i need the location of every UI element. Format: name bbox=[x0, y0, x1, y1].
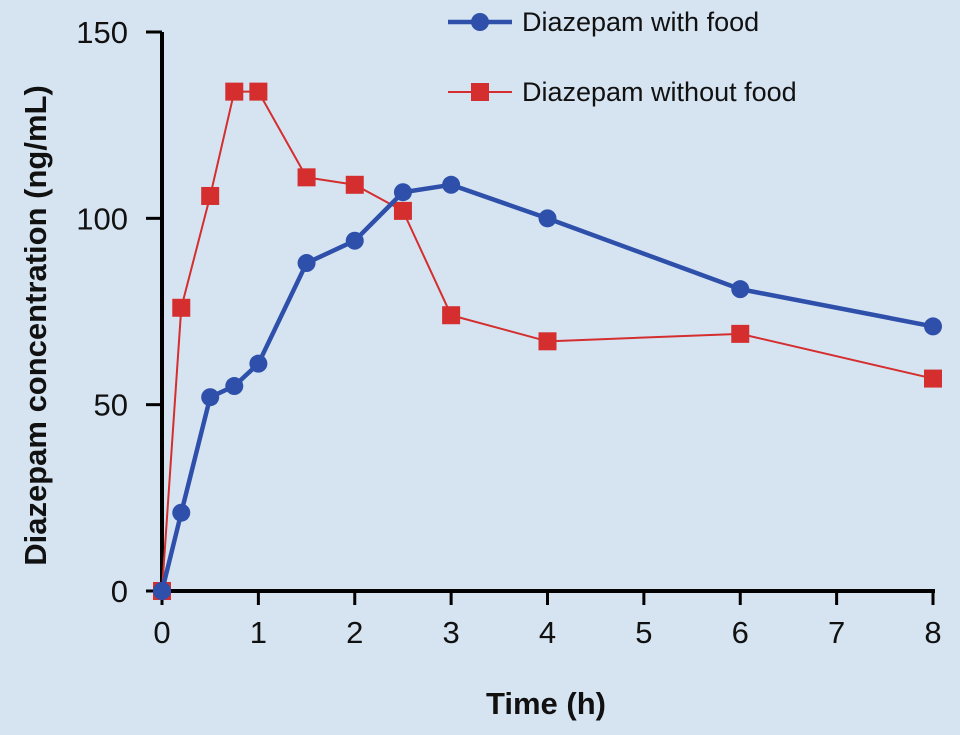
x-tick-label: 5 bbox=[635, 615, 652, 650]
legend-marker bbox=[471, 13, 489, 31]
legend: Diazepam with food Diazepam without food bbox=[448, 7, 797, 107]
legend-label: Diazepam with food bbox=[522, 7, 759, 37]
x-ticks: 0 1 2 3 4 5 6 7 8 bbox=[153, 591, 942, 650]
legend-item: Diazepam with food bbox=[448, 7, 759, 37]
x-tick-label: 4 bbox=[539, 615, 556, 650]
data-point bbox=[345, 231, 364, 250]
x-tick-label: 6 bbox=[732, 615, 749, 650]
legend-item: Diazepam without food bbox=[448, 77, 797, 107]
data-point bbox=[249, 82, 268, 101]
legend-marker bbox=[471, 83, 489, 101]
data-point bbox=[393, 183, 412, 202]
x-tick-label: 8 bbox=[924, 615, 941, 650]
y-tick-label: 0 bbox=[111, 574, 128, 609]
legend-label: Diazepam without food bbox=[522, 77, 797, 107]
series-layer bbox=[153, 82, 942, 600]
data-point bbox=[201, 388, 220, 407]
data-point bbox=[924, 317, 942, 336]
data-point bbox=[924, 369, 942, 388]
data-point bbox=[225, 377, 244, 396]
x-tick-label: 0 bbox=[153, 615, 170, 650]
data-point bbox=[731, 324, 750, 343]
y-tick-label: 150 bbox=[76, 15, 128, 50]
data-point bbox=[225, 82, 244, 101]
data-point bbox=[172, 503, 191, 522]
series-line bbox=[161, 90, 934, 592]
series-line bbox=[159, 182, 934, 592]
data-point bbox=[442, 175, 461, 194]
data-point bbox=[297, 254, 316, 273]
y-tick-label: 50 bbox=[94, 388, 128, 423]
data-point bbox=[201, 186, 220, 205]
plot-area: 0 1 2 3 4 5 6 7 8 0 50 100 150 bbox=[76, 15, 942, 650]
x-tick-label: 1 bbox=[250, 615, 267, 650]
data-point bbox=[297, 168, 316, 187]
y-tick-label: 100 bbox=[76, 201, 128, 236]
x-tick-label: 3 bbox=[443, 615, 460, 650]
series-with-food bbox=[153, 175, 942, 600]
x-axis-title: Time (h) bbox=[486, 686, 606, 721]
data-point bbox=[731, 280, 750, 299]
y-ticks: 0 50 100 150 bbox=[76, 15, 162, 609]
data-point bbox=[538, 209, 557, 228]
x-tick-label: 2 bbox=[346, 615, 363, 650]
data-point bbox=[393, 201, 412, 220]
data-point bbox=[249, 354, 268, 373]
data-point bbox=[345, 175, 364, 194]
data-point bbox=[442, 306, 461, 325]
data-point bbox=[172, 298, 191, 317]
y-axis-title: Diazepam concentration (ng/mL) bbox=[18, 85, 53, 566]
data-point bbox=[538, 332, 557, 351]
x-tick-label: 7 bbox=[828, 615, 845, 650]
data-point bbox=[153, 582, 171, 600]
